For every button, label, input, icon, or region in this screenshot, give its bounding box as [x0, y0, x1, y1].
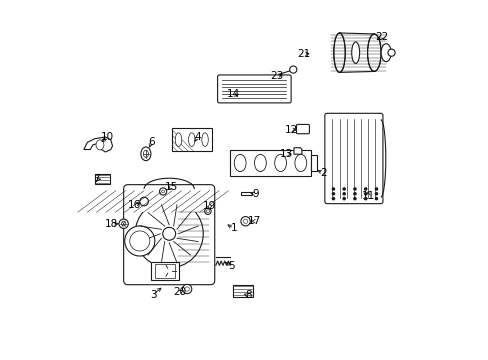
Text: 19: 19 [203, 201, 216, 211]
Bar [150, 262, 179, 280]
FancyBboxPatch shape [217, 75, 290, 103]
Bar [129, 191, 208, 212]
Text: 12: 12 [284, 125, 297, 135]
Text: 13: 13 [280, 149, 293, 159]
Text: 9: 9 [251, 189, 258, 199]
Circle shape [387, 49, 394, 56]
Ellipse shape [202, 133, 208, 147]
Ellipse shape [188, 133, 195, 147]
Circle shape [332, 188, 334, 190]
Text: 15: 15 [164, 182, 177, 192]
Circle shape [364, 198, 366, 200]
Circle shape [159, 188, 166, 195]
Circle shape [119, 219, 128, 228]
Ellipse shape [380, 44, 390, 62]
Circle shape [182, 284, 191, 294]
Bar [155, 264, 175, 278]
Circle shape [140, 197, 148, 206]
Bar [233, 285, 252, 297]
Bar [94, 174, 109, 184]
Text: 11: 11 [361, 191, 374, 201]
Circle shape [332, 193, 334, 195]
Text: 7: 7 [93, 174, 100, 184]
Text: 23: 23 [269, 71, 283, 81]
Circle shape [163, 227, 175, 240]
Circle shape [184, 287, 189, 291]
Circle shape [204, 208, 211, 215]
Circle shape [353, 188, 355, 190]
Text: 8: 8 [244, 291, 251, 301]
Text: 14: 14 [226, 89, 239, 99]
Circle shape [243, 219, 247, 224]
Circle shape [364, 193, 366, 195]
FancyBboxPatch shape [123, 185, 214, 285]
Text: 4: 4 [194, 132, 201, 142]
Text: 1: 1 [230, 224, 237, 233]
Text: 10: 10 [101, 132, 114, 142]
Text: 5: 5 [228, 261, 235, 271]
Bar [230, 149, 310, 176]
Circle shape [375, 193, 377, 195]
Circle shape [289, 66, 296, 73]
Text: 18: 18 [105, 219, 118, 229]
Ellipse shape [175, 133, 182, 147]
Bar [310, 155, 317, 171]
Ellipse shape [294, 154, 306, 172]
Ellipse shape [351, 42, 359, 63]
Circle shape [375, 188, 377, 190]
Circle shape [353, 198, 355, 200]
FancyBboxPatch shape [324, 113, 382, 204]
Ellipse shape [254, 154, 266, 172]
FancyBboxPatch shape [296, 125, 309, 134]
Text: 21: 21 [296, 49, 310, 59]
Bar [241, 192, 251, 195]
Circle shape [364, 188, 366, 190]
Circle shape [343, 198, 345, 200]
Ellipse shape [141, 147, 151, 161]
Polygon shape [83, 137, 112, 152]
Circle shape [162, 190, 164, 193]
Polygon shape [293, 148, 301, 154]
Text: 16: 16 [127, 200, 141, 210]
Circle shape [332, 198, 334, 200]
Text: 3: 3 [149, 290, 156, 300]
Circle shape [343, 188, 345, 190]
Ellipse shape [367, 34, 380, 71]
Ellipse shape [234, 154, 245, 172]
Ellipse shape [333, 33, 345, 72]
Circle shape [129, 231, 149, 251]
Circle shape [121, 222, 125, 226]
Text: 6: 6 [148, 138, 154, 147]
Circle shape [375, 198, 377, 200]
Circle shape [241, 217, 250, 226]
Circle shape [135, 200, 203, 268]
Circle shape [343, 193, 345, 195]
Ellipse shape [96, 140, 104, 150]
Text: 2: 2 [320, 168, 326, 178]
Bar [328, 31, 387, 74]
Text: 17: 17 [247, 216, 260, 226]
Text: 22: 22 [374, 32, 387, 42]
Circle shape [124, 226, 155, 256]
Ellipse shape [274, 154, 286, 172]
Ellipse shape [143, 150, 148, 157]
Text: 20: 20 [173, 287, 186, 297]
Circle shape [206, 210, 209, 213]
Circle shape [353, 193, 355, 195]
Bar [172, 128, 211, 151]
